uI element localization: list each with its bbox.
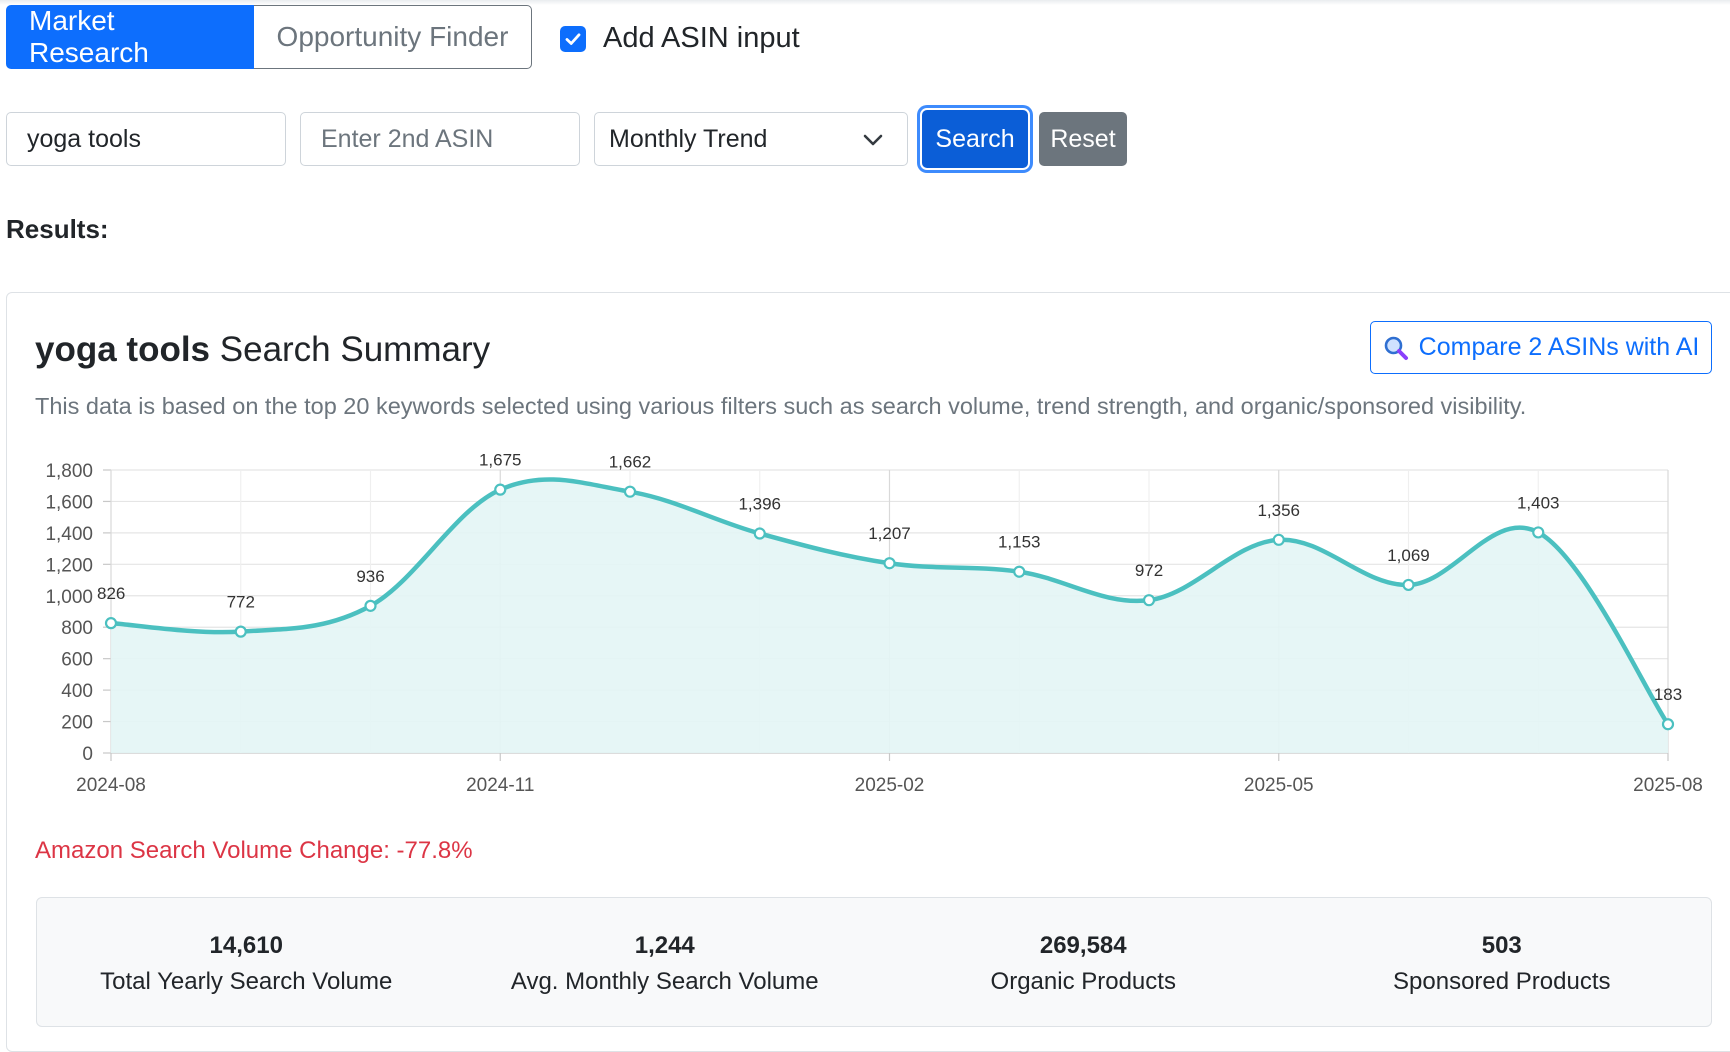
y-tick-label: 200 [61,713,93,734]
data-label: 1,396 [738,495,781,514]
series-line [110,477,1670,726]
check-icon [565,32,581,45]
search-button[interactable]: Search [920,108,1030,170]
data-label: 972 [1135,561,1163,580]
results-heading: Results: [6,214,109,244]
data-point [1142,594,1156,607]
keyword-input[interactable] [6,112,286,166]
stat-label: Total Yearly Search Volume [100,968,393,995]
summary-description: This data is based on the top 20 keyword… [35,393,1527,419]
add-asin-toggle[interactable]: Add ASIN input [560,22,800,55]
compare-asins-label: Compare 2 ASINs with AI [1418,333,1700,361]
stat-organic-products: 269,584 Organic Products [874,898,1293,1026]
magnifier-icon [1384,336,1408,360]
y-tick-label: 1,000 [45,587,93,608]
stat-avg-monthly: 1,244 Avg. Monthly Search Volume [456,898,875,1026]
chevron-down-icon [863,134,883,146]
top-shadow [0,0,1730,5]
summary-title: yoga tools Search Summary [35,330,490,370]
x-tick-label: 2025-08 [1633,775,1703,796]
y-tick-label: 1,600 [45,492,93,513]
stat-label: Sponsored Products [1393,968,1611,995]
data-label: 1,153 [998,533,1041,552]
data-point [1013,565,1026,578]
stat-sponsored-products: 503 Sponsored Products [1293,898,1712,1026]
data-point [1532,526,1545,539]
data-label: 1,662 [609,453,652,472]
data-point [753,527,766,540]
reset-button[interactable]: Reset [1039,112,1127,166]
tab-opportunity-finder[interactable]: Opportunity Finder [254,5,532,69]
summary-title-suffix: Search Summary [210,330,491,369]
stat-value: 14,610 [209,932,283,959]
trend-select-value: Monthly Trend [609,124,768,153]
x-tick-label: 2024-08 [76,775,146,796]
y-tick-label: 600 [61,650,93,671]
y-tick-label: 800 [61,618,93,639]
x-tick-label: 2025-02 [855,775,925,796]
search-volume-change: Amazon Search Volume Change: -77.8% [35,837,473,864]
y-tick-label: 1,800 [45,461,93,482]
tab-market-research[interactable]: Market Research [6,5,254,69]
y-tick-label: 1,400 [45,524,93,545]
data-point [234,625,247,638]
stats-panel: 14,610 Total Yearly Search Volume 1,244 … [36,897,1712,1027]
x-tick-label: 2025-05 [1244,775,1314,796]
y-tick-label: 0 [82,744,93,765]
data-label: 1,207 [868,524,911,543]
data-point [364,599,377,612]
data-label: 1,675 [479,451,522,470]
y-tick-label: 400 [61,681,93,702]
add-asin-label: Add ASIN input [603,22,800,54]
x-tick-label: 2024-11 [466,775,534,796]
second-asin-input[interactable] [300,112,580,166]
add-asin-checkbox[interactable] [560,25,586,52]
stat-total-yearly: 14,610 Total Yearly Search Volume [37,898,456,1026]
stat-value: 269,584 [1039,932,1127,959]
data-point [104,617,118,630]
data-point [1661,718,1675,731]
stat-label: Organic Products [990,968,1176,995]
data-label: 826 [97,584,125,603]
data-point [494,483,507,496]
data-label: 1,356 [1257,501,1300,520]
compare-asins-button[interactable]: Compare 2 ASINs with AI [1370,321,1712,374]
data-label: 183 [1654,685,1682,704]
series-area [111,479,1668,753]
stat-label: Avg. Monthly Search Volume [510,968,819,995]
data-point [623,485,637,498]
data-point [1402,578,1415,592]
data-point [883,557,896,570]
data-label: 1,069 [1387,546,1430,565]
trend-select[interactable]: Monthly Trend [594,112,908,166]
mode-tabs: Market Research Opportunity Finder [6,5,532,69]
search-volume-chart: 0 200 400 600 800 1,000 1,200 1,400 1,600 1,800 20… [45,451,1703,796]
data-label: 936 [356,567,384,586]
y-tick-label: 1,200 [45,555,93,576]
data-point [1272,533,1285,546]
summary-title-keyword: yoga tools [35,330,211,369]
stat-value: 503 [1481,932,1522,959]
data-label: 1,403 [1517,493,1560,512]
stat-value: 1,244 [634,932,695,959]
data-label: 772 [227,593,255,612]
